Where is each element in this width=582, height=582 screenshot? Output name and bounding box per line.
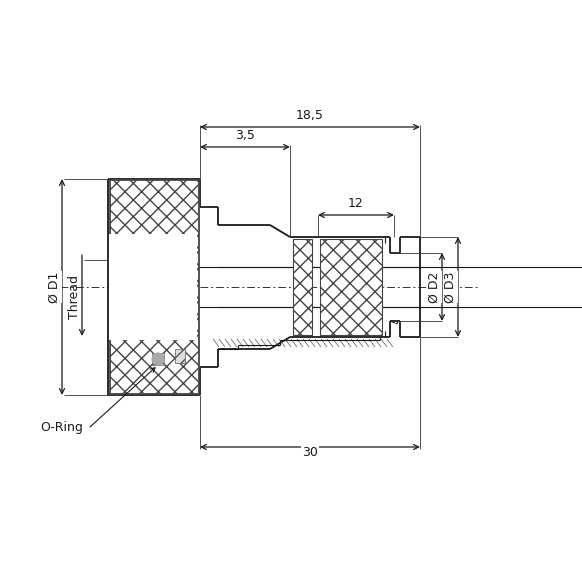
Bar (152, 353, 164, 365)
Text: Ø D1: Ø D1 (48, 271, 61, 303)
Text: Ø D3: Ø D3 (444, 271, 457, 303)
Bar (320, 239, 382, 335)
Text: 30: 30 (302, 446, 318, 459)
Bar (293, 239, 312, 335)
Text: 18,5: 18,5 (296, 109, 324, 122)
Text: O-Ring: O-Ring (40, 421, 83, 434)
Bar (110, 180, 199, 394)
Text: Thread: Thread (68, 275, 80, 319)
Circle shape (152, 353, 164, 365)
Text: 12: 12 (348, 197, 364, 210)
Bar (109, 234, 197, 340)
Text: Ø D2: Ø D2 (428, 271, 441, 303)
Bar (175, 349, 185, 363)
Text: 3,5: 3,5 (235, 129, 255, 142)
Bar (111, 235, 141, 339)
